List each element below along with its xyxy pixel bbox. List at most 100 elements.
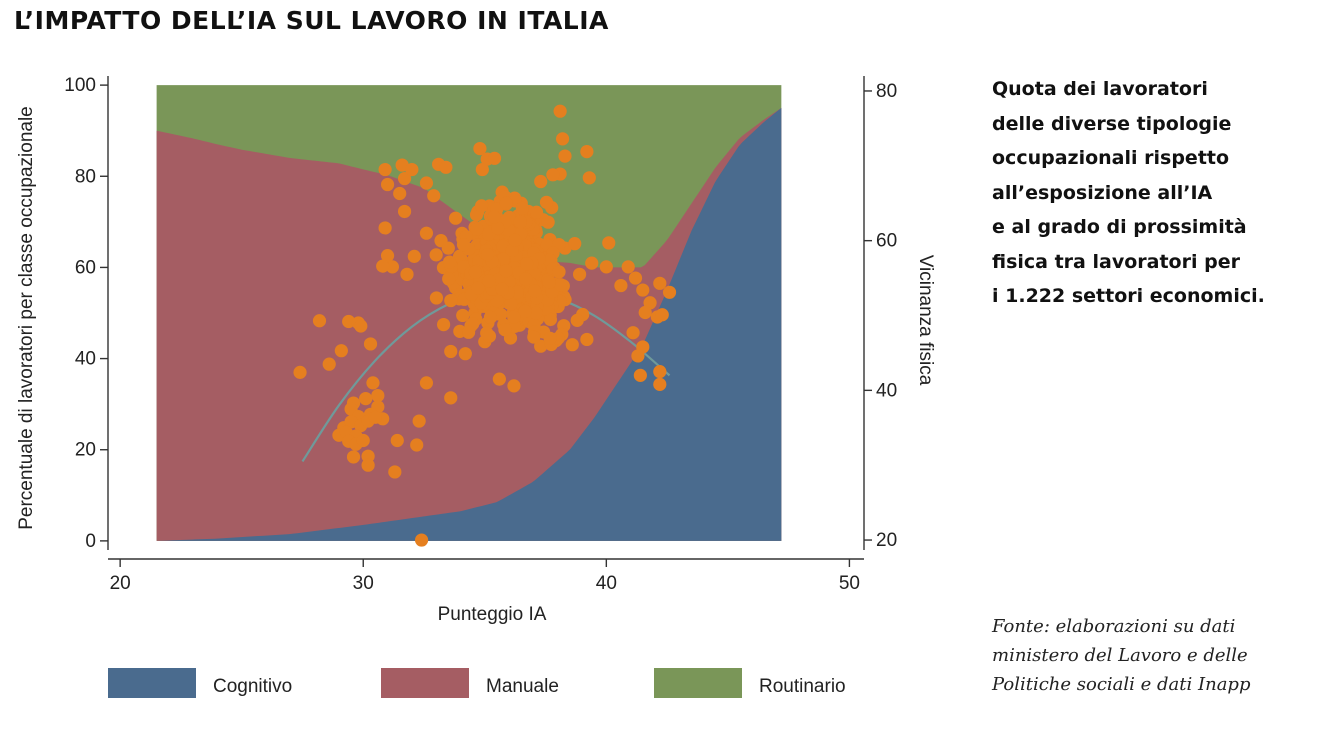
- scatter-point: [505, 243, 519, 258]
- x-tick-label: 40: [596, 573, 617, 594]
- scatter-point: [371, 400, 385, 414]
- scatter-point: [662, 285, 677, 299]
- scatter-point: [585, 256, 599, 270]
- scatter-point: [356, 433, 370, 448]
- scatter-point: [363, 337, 378, 351]
- scatter-point: [487, 151, 502, 165]
- scatter-point: [552, 265, 566, 279]
- scatter-point: [346, 450, 361, 464]
- y-right-tick-label: 40: [876, 380, 897, 401]
- scatter-point: [499, 196, 513, 210]
- scatter-point: [412, 414, 426, 428]
- description-line: occupazionali rispetto: [992, 147, 1230, 169]
- y-left-tick-label: 80: [75, 166, 96, 187]
- area-cognitivo: [156, 107, 782, 541]
- scatter-point: [508, 233, 522, 247]
- scatter-point: [441, 241, 455, 255]
- scatter-point: [633, 368, 647, 382]
- scatter-point: [439, 160, 453, 174]
- y-axis-left-label: Percentuale di lavoratori per classe occ…: [16, 106, 37, 530]
- scatter-point: [475, 199, 489, 213]
- scatter-point: [390, 433, 404, 448]
- scatter-point: [626, 326, 640, 340]
- description-line: Quota dei lavoratori: [992, 78, 1208, 100]
- source-note: Fonte: elaborazioni su dati ministero del…: [992, 612, 1312, 699]
- scatter-point: [470, 222, 484, 236]
- description-line: fisica tra lavoratori per: [992, 250, 1240, 273]
- scatter-point: [442, 272, 456, 286]
- scatter-point: [471, 281, 485, 295]
- scatter-point: [534, 174, 548, 189]
- y-left-tick-label: 0: [85, 531, 96, 552]
- scatter-point: [334, 344, 348, 358]
- scatter-point: [473, 142, 487, 156]
- scatter-point: [507, 379, 521, 393]
- x-tick-label: 20: [110, 573, 131, 594]
- y-right-tick-label: 80: [876, 81, 897, 102]
- scatter-point: [555, 132, 570, 146]
- scatter-point: [565, 338, 579, 352]
- scatter-point: [371, 388, 385, 403]
- scatter-point: [482, 274, 496, 288]
- scatter-point: [527, 330, 541, 344]
- scatter-point: [378, 221, 392, 235]
- scatter-point: [546, 168, 560, 182]
- scatter-point: [456, 308, 470, 323]
- y-right-tick-label: 60: [876, 231, 897, 252]
- scatter-point: [429, 248, 443, 262]
- scatter-point: [366, 376, 380, 390]
- scatter-point: [541, 215, 555, 229]
- scatter-point: [354, 319, 368, 333]
- y-left-tick-label: 100: [64, 75, 96, 96]
- scatter-point: [483, 310, 498, 324]
- scatter-point: [628, 271, 643, 285]
- scatter-point: [494, 307, 508, 322]
- y-left-tick-label: 40: [75, 349, 96, 370]
- source-line: ministero del Lavoro e delle: [992, 645, 1248, 666]
- scatter-point: [419, 376, 434, 390]
- scatter-point: [293, 365, 307, 379]
- scatter-point: [570, 313, 584, 327]
- scatter-points: [293, 104, 677, 547]
- scatter-point: [442, 255, 457, 269]
- scatter-point: [456, 238, 471, 252]
- scatter-point: [543, 331, 557, 345]
- scatter-point: [529, 306, 543, 320]
- scatter-point: [380, 177, 395, 192]
- scatter-point: [653, 365, 667, 379]
- scatter-point: [458, 347, 472, 361]
- description-line: i 1.222 settori economici.: [992, 285, 1265, 307]
- scatter-point: [400, 267, 414, 281]
- scatter-point: [602, 236, 616, 250]
- scatter-point: [643, 296, 657, 310]
- scatter-point: [361, 458, 375, 472]
- x-tick-label: 30: [353, 573, 374, 594]
- scatter-point: [507, 310, 521, 324]
- scatter-point: [449, 211, 463, 225]
- scatter-point: [468, 265, 482, 279]
- scatter-point: [359, 391, 373, 406]
- scatter-point: [419, 176, 434, 190]
- x-axis-label: Punteggio IA: [438, 604, 547, 625]
- scatter-point: [388, 465, 402, 479]
- scatter-point: [582, 171, 596, 185]
- scatter-point: [397, 204, 412, 219]
- scatter-point: [368, 410, 382, 424]
- scatter-point: [462, 325, 476, 339]
- y-left-tick-label: 20: [75, 440, 96, 461]
- scatter-point: [385, 260, 400, 274]
- chart-title: L’IMPATTO DELL’IA SUL LAVORO IN ITALIA: [14, 6, 609, 35]
- scatter-point: [568, 237, 582, 251]
- scatter-point: [444, 293, 458, 308]
- scatter-point: [499, 264, 513, 278]
- scatter-point: [414, 533, 429, 547]
- scatter-point: [534, 339, 548, 353]
- legend-swatch: [654, 668, 742, 698]
- scatter-point: [480, 247, 495, 262]
- scatter-point: [515, 201, 529, 215]
- scatter-point: [495, 282, 509, 296]
- scatter-point: [492, 372, 506, 386]
- scatter-point: [480, 326, 494, 340]
- scatter-point: [653, 377, 667, 391]
- scatter-point: [427, 189, 441, 203]
